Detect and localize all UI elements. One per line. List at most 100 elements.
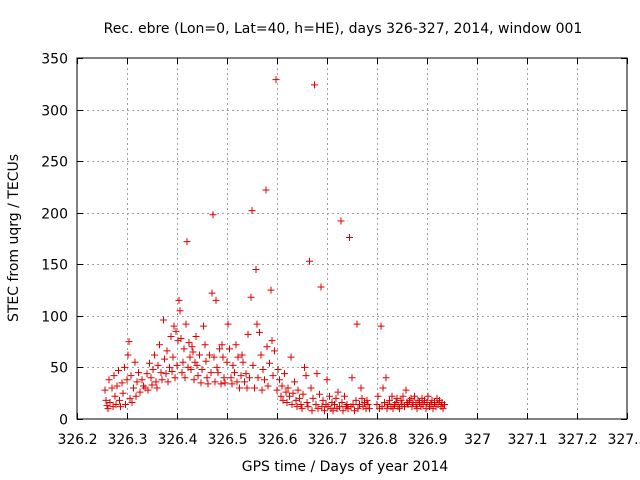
data-point xyxy=(101,386,109,394)
x-axis-label: GPS time / Days of year 2014 xyxy=(242,459,449,475)
data-point xyxy=(316,390,323,398)
data-point xyxy=(334,388,342,396)
data-point xyxy=(404,401,412,409)
data-point xyxy=(336,403,343,411)
data-point xyxy=(233,378,241,386)
data-point xyxy=(126,394,134,402)
data-point xyxy=(185,339,193,347)
x-tick-labels: 326.2 326.3 326.4 326.5 326.6 326.7 326.8 326.9… xyxy=(57,432,640,448)
data-point xyxy=(226,345,233,353)
x-tick-label: 327.2 xyxy=(557,432,597,448)
data-point xyxy=(413,405,421,413)
data-point xyxy=(388,392,396,400)
y-tick-label: 250 xyxy=(41,155,68,171)
data-point xyxy=(323,376,331,384)
data-point xyxy=(221,379,229,387)
data-point xyxy=(178,369,186,377)
data-point xyxy=(317,283,325,291)
data-point xyxy=(124,351,132,359)
data-point xyxy=(247,293,255,301)
data-point xyxy=(130,384,137,392)
data-point xyxy=(262,186,270,194)
data-point xyxy=(125,338,133,346)
data-point xyxy=(218,341,226,349)
data-point xyxy=(331,401,338,409)
data-point xyxy=(102,396,110,404)
data-point xyxy=(312,401,320,409)
data-point xyxy=(161,355,168,363)
data-point xyxy=(264,382,272,390)
data-point xyxy=(303,398,311,406)
data-point xyxy=(166,363,173,371)
data-point xyxy=(354,405,362,413)
data-point xyxy=(299,390,307,398)
data-point xyxy=(314,405,322,413)
data-point xyxy=(206,351,213,359)
x-tick-label: 326.7 xyxy=(307,432,347,448)
plot-frame xyxy=(76,57,628,420)
data-point xyxy=(243,384,251,392)
data-point xyxy=(152,378,160,386)
data-point xyxy=(136,388,144,396)
data-point xyxy=(363,396,371,404)
x-tick-label: 326.8 xyxy=(357,432,397,448)
x-tick-label: 327 xyxy=(464,432,491,448)
data-point xyxy=(239,358,247,366)
data-point xyxy=(307,384,315,392)
data-point xyxy=(373,401,381,409)
data-point xyxy=(283,398,291,406)
data-point xyxy=(276,376,283,384)
data-point xyxy=(419,401,427,409)
data-point xyxy=(160,316,167,324)
x-tick-label: 326.4 xyxy=(157,432,197,448)
data-point xyxy=(272,76,280,84)
data-point xyxy=(103,402,111,410)
data-point xyxy=(352,396,360,404)
data-point xyxy=(374,392,382,400)
y-tick-label: 0 xyxy=(59,413,68,429)
y-tick-label: 300 xyxy=(41,104,68,120)
data-point xyxy=(158,376,166,384)
data-point xyxy=(181,374,189,382)
data-point xyxy=(246,374,253,382)
data-point xyxy=(115,367,122,375)
data-point xyxy=(339,407,347,415)
x-tick-label: 327.3 xyxy=(607,432,640,448)
data-point xyxy=(266,359,273,367)
data-point xyxy=(309,394,317,402)
data-point xyxy=(123,376,131,384)
data-point xyxy=(133,378,141,386)
data-point xyxy=(149,365,157,373)
data-point xyxy=(382,374,390,382)
data-point xyxy=(105,376,113,384)
data-point xyxy=(168,368,176,376)
data-point xyxy=(116,396,123,404)
data-point xyxy=(257,351,265,359)
data-point xyxy=(110,372,118,380)
data-point xyxy=(296,394,303,402)
data-point xyxy=(208,289,216,297)
data-point xyxy=(268,337,276,345)
data-point xyxy=(210,353,218,361)
data-point xyxy=(284,384,292,392)
data-point xyxy=(397,396,405,404)
data-point xyxy=(154,361,162,369)
data-point xyxy=(193,361,201,369)
data-point xyxy=(306,257,313,265)
data-point xyxy=(386,396,393,404)
data-point xyxy=(180,345,188,353)
data-point xyxy=(259,365,267,373)
data-point xyxy=(135,369,142,377)
data-point xyxy=(204,380,212,388)
data-point xyxy=(308,407,316,415)
data-point xyxy=(132,392,140,400)
data-point xyxy=(338,398,346,406)
data-point xyxy=(278,382,286,390)
data-point xyxy=(263,343,271,351)
data-point xyxy=(112,401,120,409)
data-point xyxy=(441,401,448,409)
data-point xyxy=(157,369,165,377)
data-point xyxy=(177,335,185,343)
data-point xyxy=(378,403,386,411)
data-point xyxy=(162,370,170,378)
